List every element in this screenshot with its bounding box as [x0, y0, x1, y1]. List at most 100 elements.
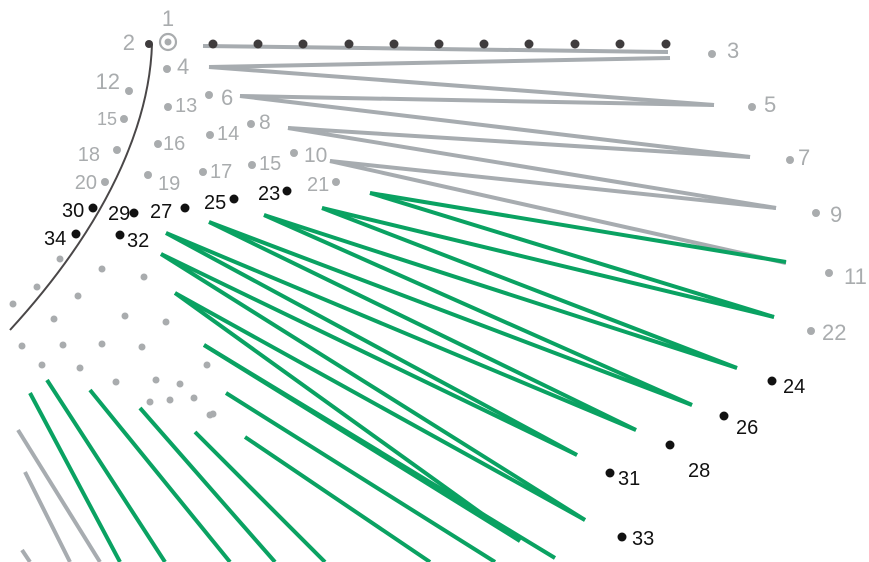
green-connector-line: [159, 252, 587, 522]
gray-connector-line: [287, 126, 751, 159]
top-row-dot: [615, 39, 625, 49]
point-dot: [248, 161, 256, 169]
point-dot: [101, 178, 109, 186]
green-connector-line: [45, 378, 167, 562]
point-label: 8: [259, 111, 271, 134]
point-label: 20: [75, 172, 97, 194]
point-label: 12: [96, 69, 120, 94]
point-label: 5: [764, 92, 776, 117]
gray-connector-line: [239, 94, 751, 159]
unlabeled-dot: [166, 396, 174, 404]
numbered-point-8: 8: [247, 111, 271, 134]
gray-connector-line: [202, 44, 669, 54]
unlabeled-dot: [190, 394, 198, 402]
point-dot: [180, 203, 190, 213]
point-label: 24: [783, 376, 805, 398]
start-ring-center: [164, 38, 172, 46]
numbered-point-27: 27: [150, 201, 190, 223]
top-row-dot: [524, 39, 534, 49]
point-dot: [605, 468, 615, 478]
point-label: 17: [210, 161, 232, 183]
numbered-point-23: 23: [258, 183, 292, 205]
top-row-dot: [253, 39, 263, 49]
unlabeled-dot: [206, 411, 214, 419]
point-label: 4: [177, 54, 189, 79]
curve-layer: [9, 43, 153, 331]
numbered-point-20: 20: [75, 172, 109, 194]
top-row-dot: [389, 39, 399, 49]
point-label: 9: [830, 202, 842, 227]
point-label: 32: [127, 230, 149, 252]
green-connector-line: [208, 220, 693, 407]
green-connector-line: [263, 213, 693, 407]
numbered-point-16: 16: [154, 133, 185, 155]
point-dot: [825, 269, 833, 277]
gray-connector-line: [287, 126, 777, 210]
point-dot: [144, 171, 152, 179]
numbered-point-18: 18: [78, 144, 121, 166]
green-connector-line: [369, 191, 787, 264]
point-label: 3: [727, 38, 739, 63]
numbered-point-22: 22: [807, 320, 846, 345]
unlabeled-dot: [162, 318, 170, 326]
numbered-point-15: 15: [97, 109, 128, 129]
point-dot: [129, 208, 139, 218]
point-dot: [332, 178, 340, 186]
guide-curve: [9, 43, 153, 331]
gray-connector-line: [23, 471, 72, 562]
green-connector-line: [174, 291, 586, 522]
point-dot: [767, 376, 777, 386]
numbered-point-14: 14: [206, 123, 239, 145]
green-connector-line: [224, 391, 497, 562]
point-dot: [708, 50, 716, 58]
point-dot: [206, 131, 214, 139]
point-dot: [812, 209, 820, 217]
numbered-point-3: 3: [708, 38, 739, 63]
unlabeled-dot: [18, 342, 26, 350]
numbered-point-4: 4: [163, 54, 189, 79]
numbered-point-13: 13: [164, 95, 197, 117]
numbered-point-15: 15: [248, 153, 281, 175]
green-connector-line: [88, 388, 232, 562]
point-label: 22: [822, 320, 846, 345]
point-label: 25: [204, 192, 226, 214]
unlabeled-dots: [9, 39, 671, 419]
unlabeled-dot: [176, 380, 184, 388]
point-dot: [71, 229, 81, 239]
point-dot: [199, 168, 207, 176]
top-row-dot: [298, 39, 308, 49]
point-dot: [113, 146, 121, 154]
unlabeled-dot: [112, 378, 120, 386]
top-row-dot: [570, 39, 580, 49]
point-label: 10: [304, 144, 327, 167]
top-row-dot: [434, 39, 444, 49]
numbered-point-21: 21: [307, 174, 340, 196]
numbered-point-34: 34: [44, 228, 81, 250]
green-connector-line: [321, 206, 775, 319]
unlabeled-dot: [59, 341, 67, 349]
numbered-point-5: 5: [748, 92, 776, 117]
unlabeled-dot: [9, 300, 17, 308]
point-dot: [154, 140, 162, 148]
numbered-point-9: 9: [812, 202, 842, 227]
numbered-point-11: 11: [825, 264, 867, 289]
green-connector-line: [160, 252, 578, 457]
gray-connector-line: [20, 548, 32, 562]
unlabeled-dot: [138, 343, 146, 351]
green-connector-line: [243, 435, 432, 562]
point-label: 15: [97, 109, 117, 129]
numbered-point-12: 12: [96, 69, 133, 95]
green-connector-line: [321, 206, 738, 370]
point-label: 21: [307, 174, 329, 196]
connector-lines: [16, 44, 787, 562]
point-dot: [665, 440, 675, 450]
unlabeled-dot: [74, 292, 82, 300]
numbered-point-10: 10: [290, 144, 327, 167]
unlabeled-dot: [152, 376, 160, 384]
point-dot: [290, 149, 298, 157]
top-row-dot: [661, 39, 671, 49]
point-label: 14: [217, 123, 239, 145]
numbered-point-19: 19: [144, 171, 180, 195]
